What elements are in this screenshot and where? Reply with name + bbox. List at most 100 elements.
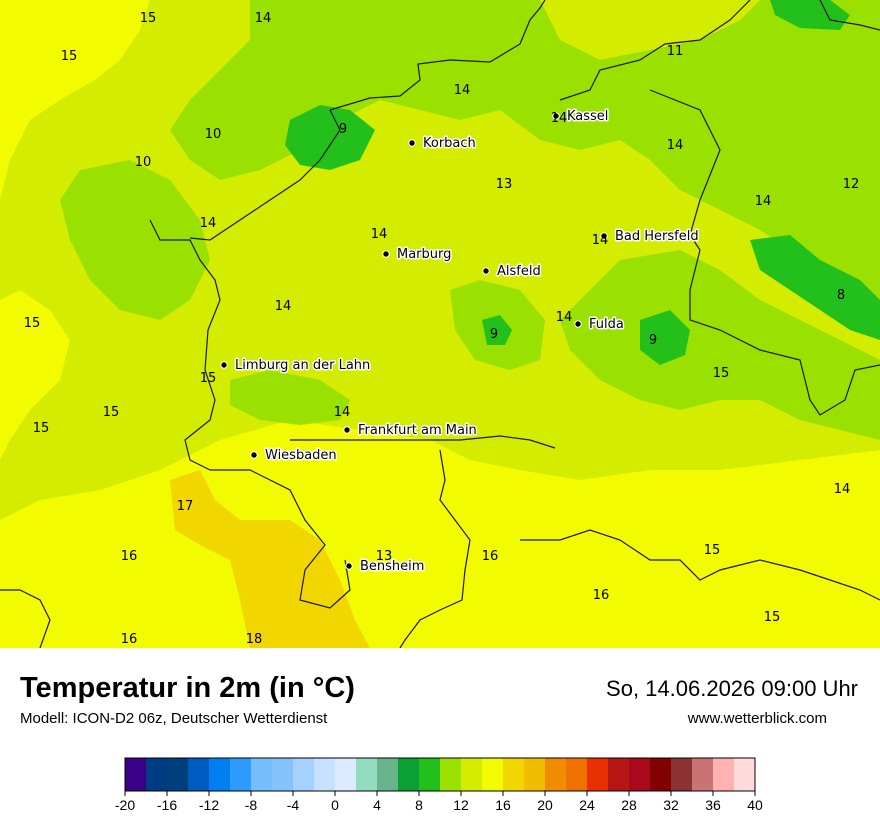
temperature-value: 9: [490, 327, 498, 342]
temperature-value: 14: [755, 194, 772, 209]
temperature-value: 8: [837, 288, 845, 303]
legend-swatch: [545, 758, 567, 791]
temperature-value: 16: [121, 549, 138, 564]
legend-swatch: [566, 758, 588, 791]
temperature-value: 14: [334, 405, 351, 420]
city-dot: [600, 232, 608, 240]
temperature-value: 14: [551, 111, 568, 126]
border-odenwald: [399, 449, 471, 648]
temp-zone-rhoen-cool: [640, 310, 690, 365]
legend-swatch: [398, 758, 420, 791]
temperature-value: 13: [496, 177, 513, 192]
temperature-value: 15: [764, 610, 781, 625]
temperature-value: 12: [843, 177, 860, 192]
temperature-value: 10: [135, 155, 152, 170]
legend-swatch: [272, 758, 294, 791]
legend-swatch: [335, 758, 357, 791]
legend-tick-label: 24: [579, 797, 595, 813]
legend-swatch: [125, 758, 147, 791]
city-dot: [408, 139, 416, 147]
city-limburg-an-der-lahn: Limburg an der Lahn: [220, 357, 372, 375]
legend-tick-label: 8: [415, 797, 423, 813]
footer: Temperatur in 2m (in °C) Modell: ICON-D2…: [0, 648, 880, 830]
temperature-value: 14: [255, 11, 272, 26]
city-wiesbaden: Wiesbaden: [250, 447, 338, 465]
color-legend: -20 -16 -12 -8 -4 0 4 8 12 16 20 24 28 32 36 40: [0, 748, 880, 830]
temp-zone-west-warm-2: [0, 290, 70, 460]
temperature-value: 14: [556, 310, 573, 325]
legend-swatch: [188, 758, 210, 791]
temperature-value: 15: [33, 421, 50, 436]
city-frankfurt-am-main: Frankfurt am Main: [343, 422, 478, 440]
city-korbach: Korbach: [408, 135, 477, 153]
border-north-east: [819, 0, 880, 31]
border-north-2: [559, 0, 751, 101]
temperature-value: 14: [454, 83, 471, 98]
city-label: Alsfeld: [497, 264, 541, 279]
legend-swatch: [461, 758, 483, 791]
website-link[interactable]: www.wetterblick.com: [687, 710, 827, 727]
temp-zone-east-cool: [750, 235, 880, 340]
legend-swatch: [482, 758, 504, 791]
city-kassel: Kassel: [552, 108, 610, 126]
legend-swatch: [650, 758, 672, 791]
temp-zone-taunus-green: [230, 370, 350, 425]
legend-swatch: [440, 758, 462, 791]
temp-zone-west-green: [60, 160, 210, 320]
border-south: [210, 469, 351, 609]
city-markers: Kassel Korbach Bad Hersfeld Marburg Alsfeld F…: [220, 108, 700, 576]
border-east: [649, 89, 880, 416]
city-label: Limburg an der Lahn: [235, 358, 370, 373]
temperature-value: 14: [371, 227, 388, 242]
city-bensheim: Bensheim: [345, 558, 426, 576]
legend-swatch: [734, 758, 756, 791]
temperature-value: 14: [667, 138, 684, 153]
temperature-map: Kassel Korbach Bad Hersfeld Marburg Alsfeld F…: [0, 0, 880, 648]
temperature-value: 11: [667, 44, 684, 59]
temp-zone-north-east-cool: [770, 0, 850, 30]
border-west: [149, 219, 221, 471]
border-south-west: [0, 589, 51, 648]
temperature-value: 15: [713, 366, 730, 381]
legend-swatch: [587, 758, 609, 791]
value-labels: 15 14 15 14 11 10 9 10 14 12 14 13 14 14 14 14 8 15 14 9 9 15…: [24, 11, 860, 647]
temperature-value: 15: [704, 543, 721, 558]
legend-tick-label: 20: [537, 797, 553, 813]
city-label: Marburg: [397, 247, 451, 262]
city-label: Kassel: [567, 109, 608, 124]
border-north-west: [189, 109, 341, 241]
legend-swatch: [629, 758, 651, 791]
legend-tick-label: 28: [621, 797, 637, 813]
legend-tick-label: -4: [287, 797, 300, 813]
legend-swatch: [692, 758, 714, 791]
city-alsfeld: Alsfeld: [482, 263, 542, 281]
legend-swatch: [251, 758, 273, 791]
legend-tick-label: 36: [705, 797, 721, 813]
temp-zone-upland-cool: [285, 105, 375, 170]
legend-tick-label: 16: [495, 797, 511, 813]
border-south-east: [520, 529, 880, 601]
temperature-value: 16: [121, 632, 138, 647]
temperature-value: 9: [649, 333, 657, 348]
forecast-datetime: So, 14.06.2026 09:00 Uhr: [606, 676, 858, 701]
legend-swatch: [146, 758, 168, 791]
city-label: Frankfurt am Main: [358, 423, 477, 438]
legend-swatch: [608, 758, 630, 791]
legend-swatch: [524, 758, 546, 791]
legend-swatch: [419, 758, 441, 791]
temp-zone-east-green: [560, 250, 880, 440]
temp-zone-vogelsberg-cool: [482, 315, 512, 345]
city-label: Bensheim: [360, 559, 424, 574]
temp-zone-west-warm: [0, 0, 150, 200]
city-dot: [482, 267, 490, 275]
city-dot: [574, 320, 582, 328]
legend-swatch: [293, 758, 315, 791]
legend-frame: [124, 757, 756, 792]
temperature-value: 15: [24, 316, 41, 331]
city-marburg: Marburg: [382, 246, 453, 264]
temperature-value: 13: [376, 549, 393, 564]
model-source: Modell: ICON-D2 06z, Deutscher Wetterdie…: [20, 710, 328, 727]
temperature-value: 14: [275, 299, 292, 314]
city-label: Korbach: [423, 136, 476, 151]
legend-swatch: [671, 758, 693, 791]
